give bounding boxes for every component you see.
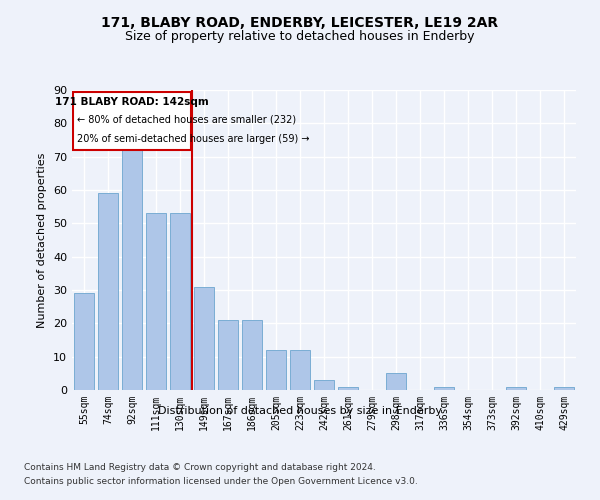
Text: Contains public sector information licensed under the Open Government Licence v3: Contains public sector information licen… xyxy=(24,478,418,486)
Bar xyxy=(314,380,334,390)
Bar xyxy=(506,386,526,390)
Bar xyxy=(290,350,310,390)
Text: ← 80% of detached houses are smaller (232): ← 80% of detached houses are smaller (23… xyxy=(77,114,296,124)
Y-axis label: Number of detached properties: Number of detached properties xyxy=(37,152,47,328)
FancyBboxPatch shape xyxy=(73,92,191,150)
Bar xyxy=(338,386,358,390)
Text: Distribution of detached houses by size in Enderby: Distribution of detached houses by size … xyxy=(158,406,442,416)
Bar xyxy=(554,386,574,390)
Bar xyxy=(98,194,118,390)
Text: 20% of semi-detached houses are larger (59) →: 20% of semi-detached houses are larger (… xyxy=(77,134,310,144)
Bar xyxy=(242,320,262,390)
Text: 171 BLABY ROAD: 142sqm: 171 BLABY ROAD: 142sqm xyxy=(55,96,209,106)
Bar xyxy=(194,286,214,390)
Bar xyxy=(434,386,454,390)
Bar xyxy=(146,214,166,390)
Text: 171, BLABY ROAD, ENDERBY, LEICESTER, LE19 2AR: 171, BLABY ROAD, ENDERBY, LEICESTER, LE1… xyxy=(101,16,499,30)
Bar xyxy=(218,320,238,390)
Bar xyxy=(170,214,190,390)
Bar xyxy=(74,294,94,390)
Bar xyxy=(122,140,142,390)
Text: Contains HM Land Registry data © Crown copyright and database right 2024.: Contains HM Land Registry data © Crown c… xyxy=(24,462,376,471)
Bar xyxy=(386,374,406,390)
Text: Size of property relative to detached houses in Enderby: Size of property relative to detached ho… xyxy=(125,30,475,43)
Bar xyxy=(266,350,286,390)
